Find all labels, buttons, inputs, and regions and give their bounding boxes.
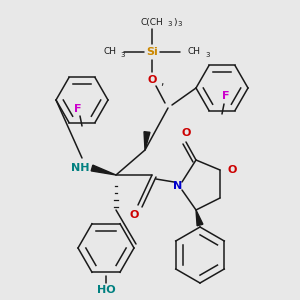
Text: 3: 3 xyxy=(121,52,125,58)
Text: F: F xyxy=(74,104,82,114)
Text: 3: 3 xyxy=(168,21,172,27)
Polygon shape xyxy=(91,165,116,175)
Text: 3: 3 xyxy=(206,52,210,58)
Text: CH: CH xyxy=(103,47,116,56)
Text: C(CH: C(CH xyxy=(141,17,164,26)
Polygon shape xyxy=(144,132,150,150)
Text: O: O xyxy=(129,210,139,220)
Text: O: O xyxy=(227,165,237,175)
Text: ): ) xyxy=(173,17,177,26)
Text: CH: CH xyxy=(188,47,200,56)
Text: NH: NH xyxy=(71,163,89,173)
Text: O: O xyxy=(147,75,157,85)
Text: 3: 3 xyxy=(178,21,182,27)
Text: N: N xyxy=(173,181,183,191)
Text: O: O xyxy=(181,128,191,138)
Text: ,: , xyxy=(160,77,164,87)
Polygon shape xyxy=(196,210,203,226)
Text: HO: HO xyxy=(97,285,115,295)
Text: F: F xyxy=(222,91,230,101)
Text: Si: Si xyxy=(146,47,158,57)
